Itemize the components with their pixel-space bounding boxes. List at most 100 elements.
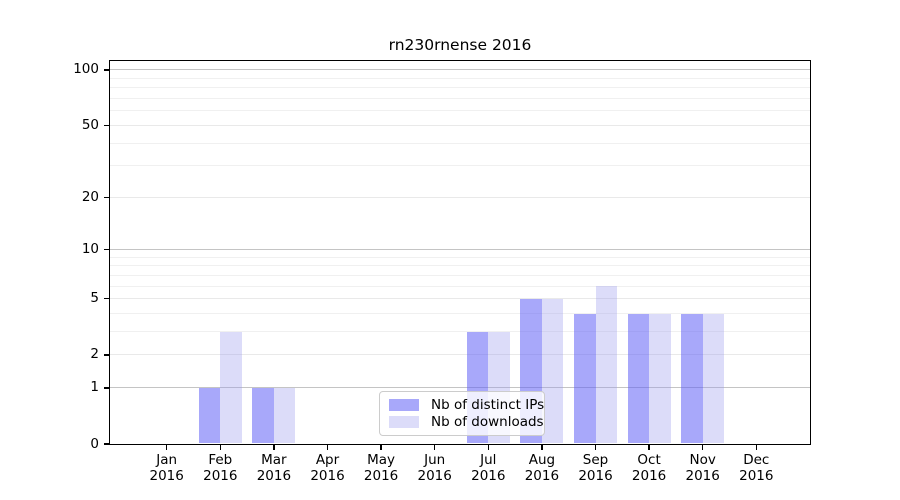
bar-downloads-feb-2016	[220, 331, 242, 443]
grid-line-minor	[110, 87, 810, 89]
plot-spine-right	[810, 61, 812, 444]
x-axis-tick-label: Jun 2016	[400, 452, 470, 484]
bar-distinct-ips-feb-2016	[198, 387, 221, 443]
x-axis-tick	[648, 445, 650, 451]
grid-line	[110, 298, 810, 300]
legend-item-distinct-ips: Nb of distinct IPs	[389, 398, 544, 412]
y-axis-tick	[103, 298, 109, 300]
legend-label-downloads: Nb of downloads	[431, 414, 544, 430]
grid-line-minor	[110, 265, 810, 267]
grid-line-minor	[110, 331, 810, 333]
x-tick-label-month: Apr	[315, 452, 340, 468]
plot-spine-left	[108, 61, 110, 444]
x-tick-label-month: Jan	[156, 452, 178, 468]
grid-line-minor	[110, 142, 810, 144]
grid-line-major	[110, 387, 810, 389]
x-tick-label-month: Jun	[424, 452, 446, 468]
x-axis-tick	[541, 445, 543, 451]
x-axis-tick	[273, 445, 275, 451]
y-axis-tick	[103, 248, 109, 251]
bar-distinct-ips-mar-2016	[252, 387, 274, 443]
y-axis-tick	[103, 196, 109, 198]
grid-line	[110, 124, 810, 126]
x-axis-tick	[166, 445, 168, 451]
legend: Nb of distinct IPs Nb of downloads	[379, 391, 545, 436]
grid-line-minor	[110, 165, 810, 167]
grid-line-minor	[110, 97, 810, 99]
x-axis-tick-label: Oct 2016	[614, 452, 684, 484]
x-axis-tick-label: Dec 2016	[721, 452, 791, 484]
x-axis-tick	[755, 445, 757, 451]
x-tick-label-month: Sep	[582, 452, 609, 468]
y-axis-tick	[103, 443, 109, 445]
x-axis-tick	[219, 445, 221, 451]
x-tick-label-month: Oct	[637, 452, 661, 468]
bar-downloads-aug-2016	[541, 298, 564, 443]
x-tick-label-year: 2016	[739, 467, 774, 484]
bar-distinct-ips-oct-2016	[627, 313, 650, 443]
x-tick-label-year: 2016	[256, 467, 292, 484]
x-axis-tick-label: Mar 2016	[239, 452, 309, 484]
legend-item-downloads: Nb of downloads	[389, 415, 544, 429]
x-axis-tick-label: Sep 2016	[561, 452, 631, 484]
chart-title: rn230rnense 2016	[388, 36, 532, 54]
y-axis-tick	[103, 387, 109, 389]
plot-area: 0 1 2 5 10 20 50 100 Jan 2016 Feb 2016 Mar 2016 Apr 201…	[73, 59, 812, 483]
bar-downloads-mar-2016	[273, 387, 296, 443]
bar-distinct-ips-nov-2016	[681, 313, 703, 443]
y-axis-tick	[103, 354, 109, 356]
x-tick-label-month: Mar	[261, 452, 287, 468]
x-axis-tick-label: Aug 2016	[507, 452, 577, 484]
y-axis-tick	[103, 69, 109, 71]
x-tick-label-year: 2016	[631, 467, 667, 484]
x-axis-tick	[702, 445, 704, 451]
grid-line-minor	[110, 285, 810, 287]
x-tick-label-month: Aug	[528, 452, 556, 468]
x-axis-tick	[487, 445, 489, 451]
y-axis-tick-label: 0	[90, 435, 99, 452]
y-axis-tick-label: 20	[81, 188, 99, 205]
x-axis-tick-label: Jul 2016	[453, 452, 523, 484]
bar-downloads-nov-2016	[702, 313, 725, 443]
x-axis-tick	[326, 445, 329, 451]
x-axis-tick	[594, 445, 597, 451]
plot-spine-bottom	[109, 444, 811, 446]
x-axis-tick-label: May 2016	[346, 452, 416, 484]
x-tick-label-year: 2016	[578, 467, 613, 484]
grid-line-minor	[110, 77, 810, 79]
x-axis-tick-label: Jan 2016	[132, 452, 202, 484]
x-axis-tick-label: Apr 2016	[293, 452, 363, 484]
x-tick-label-month: Jul	[480, 452, 497, 468]
grid-line-minor	[110, 110, 810, 112]
grid-line-major	[110, 249, 810, 251]
plot-spine-top	[109, 59, 811, 61]
x-tick-label-month: Feb	[208, 452, 233, 468]
y-axis-tick-label: 100	[73, 61, 99, 78]
x-tick-label-month: May	[367, 452, 396, 468]
y-axis-tick-label: 50	[81, 116, 99, 133]
x-tick-label-year: 2016	[471, 467, 506, 484]
y-axis-tick	[103, 124, 109, 126]
grid-line-minor	[110, 274, 810, 276]
x-tick-label-year: 2016	[310, 467, 345, 484]
grid-line-major	[110, 69, 810, 71]
grid-line-minor	[110, 313, 810, 315]
legend-label-distinct-ips: Nb of distinct IPs	[431, 397, 545, 413]
grid-line-minor	[110, 256, 810, 258]
x-tick-label-month: Nov	[689, 452, 716, 468]
x-axis-tick	[380, 445, 382, 451]
x-axis-tick-label: Nov 2016	[668, 452, 738, 484]
x-tick-label-month: Dec	[743, 452, 770, 468]
bar-downloads-sep-2016	[595, 286, 617, 443]
grid-line	[110, 354, 810, 356]
x-tick-label-year: 2016	[203, 467, 238, 484]
bar-distinct-ips-sep-2016	[574, 313, 596, 443]
x-tick-label-year: 2016	[363, 467, 399, 484]
bar-downloads-oct-2016	[649, 313, 671, 443]
x-axis-tick	[434, 445, 436, 451]
legend-swatch-distinct-ips	[389, 399, 419, 411]
y-axis-tick-label: 5	[90, 290, 99, 307]
y-axis-tick-label: 1	[90, 379, 99, 396]
grid-line	[110, 196, 810, 198]
